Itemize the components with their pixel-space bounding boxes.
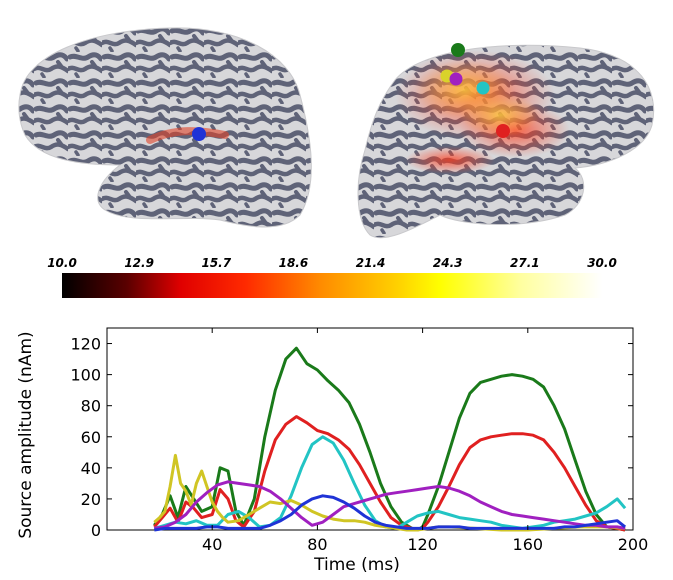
dipole-red [496, 124, 510, 138]
colorbar-gradient [62, 273, 602, 298]
colorbar: 10.0 12.9 15.7 18.6 21.4 24.3 27.1 30.0 [47, 256, 617, 298]
colorbar-tick-label: 27.1 [510, 256, 540, 270]
y-tick-label: 100 [70, 366, 101, 385]
y-tick-label: 80 [81, 397, 101, 416]
plot-frame [106, 327, 634, 531]
colorbar-tick-label: 24.3 [433, 256, 463, 270]
x-tick-label: 200 [618, 535, 649, 554]
y-tick-label: 0 [91, 521, 101, 540]
y-axis-label: Source amplitude (nAm) [16, 331, 36, 538]
y-tick-label: 60 [81, 428, 101, 447]
x-tick-label: 160 [513, 535, 544, 554]
colorbar-tick-label: 18.6 [279, 256, 309, 270]
series-line-4 [154, 480, 626, 530]
y-tick-label: 120 [70, 335, 101, 354]
right-hemisphere [357, 44, 655, 239]
colorbar-tick-label: 15.7 [201, 256, 231, 270]
colorbar-tick-label: 21.4 [356, 256, 386, 270]
dipole-cyan [476, 81, 490, 95]
left-hemisphere [18, 27, 312, 228]
y-tick-label: 20 [81, 490, 101, 509]
x-tick-label: 40 [202, 535, 222, 554]
dipole-magenta [449, 72, 463, 86]
dipole-green [451, 43, 465, 57]
x-axis-label: Time (ms) [313, 555, 400, 575]
series-line-5 [154, 494, 627, 532]
series-line-1 [153, 415, 626, 532]
x-tick-label: 80 [307, 535, 327, 554]
colorbar-tick-label: 30.0 [587, 256, 617, 270]
brain-renderings [18, 27, 655, 239]
y-tick-label: 40 [81, 459, 101, 478]
series-line-0 [153, 346, 626, 532]
colorbar-tick-label: 12.9 [124, 256, 154, 270]
colorbar-tick-label: 10.0 [47, 256, 77, 270]
dipole-blue [192, 127, 206, 141]
x-tick-label: 120 [407, 535, 438, 554]
